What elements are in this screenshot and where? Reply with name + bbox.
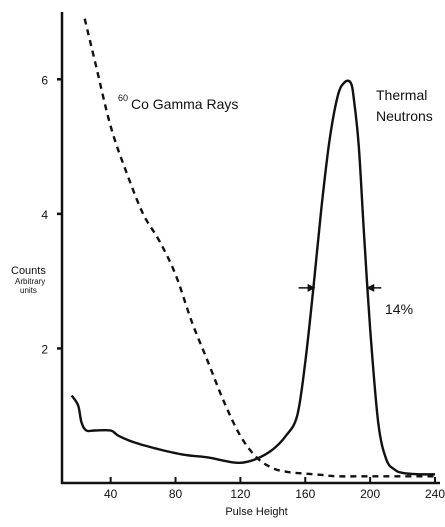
neutron-series-line <box>70 79 436 476</box>
x-tick-label: 200 <box>360 487 380 501</box>
ticks: 40 80 120 160 200 240 2 4 6 <box>41 73 445 501</box>
y-tick-label: 6 <box>41 73 48 87</box>
y-tick-label: 2 <box>41 342 48 356</box>
x-tick-label: 240 <box>425 487 445 501</box>
x-tick-label: 40 <box>104 487 118 501</box>
x-tick-label: 160 <box>295 487 315 501</box>
y-axis-label: Counts <box>11 265 46 277</box>
gamma-isotope-superscript: 60 <box>118 93 128 103</box>
neutron-series-label: Thermal <box>376 87 427 103</box>
fwhm-label: 14% <box>385 301 413 317</box>
gamma-series-label: Co Gamma Rays <box>131 96 238 112</box>
x-tick-label: 120 <box>230 487 250 501</box>
y-tick-label: 4 <box>41 208 48 222</box>
axes <box>60 12 440 485</box>
y-axis-sublabel: units <box>20 286 37 295</box>
series-layer <box>70 18 436 478</box>
neutron-series-label: Neutrons <box>376 108 433 124</box>
y-axis-sublabel: Arbitrary <box>15 277 45 286</box>
x-axis-label: Pulse Height <box>225 506 287 518</box>
x-tick-label: 80 <box>169 487 183 501</box>
